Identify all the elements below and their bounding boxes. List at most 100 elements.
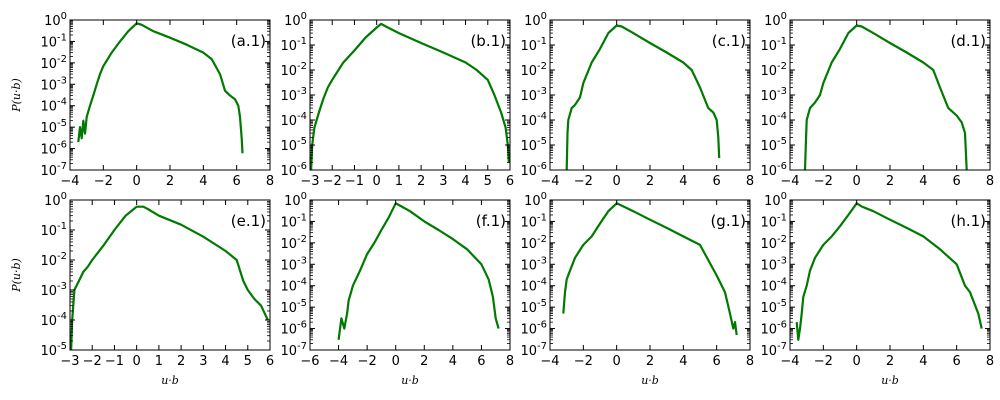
y-tick-label: 10-4 xyxy=(280,111,307,129)
x-tick-label: −2 xyxy=(574,174,593,189)
x-axis-title: u·b xyxy=(401,374,419,387)
panel-label: (b.1) xyxy=(470,32,506,50)
y-tick-label: 100 xyxy=(284,191,307,209)
x-tick-label: 4 xyxy=(919,174,927,189)
x-tick-label: 2 xyxy=(420,354,428,369)
x-tick-label: 3 xyxy=(199,354,207,369)
y-tick-label: 10-1 xyxy=(520,212,547,230)
series-line xyxy=(77,22,244,154)
x-tick-label: 6 xyxy=(266,354,274,369)
y-tick-label: 100 xyxy=(764,191,787,209)
y-tick-label: 10-3 xyxy=(40,281,67,299)
x-tick-label: −2 xyxy=(814,354,833,369)
y-tick-label: 10-3 xyxy=(520,255,547,273)
x-tick-label: 8 xyxy=(746,354,754,369)
x-tick-label: 4 xyxy=(461,174,469,189)
panel-4: −4 −2 0 2 4 6 8 10-6 10-5 10-4 10-3 10-2 10-1 100 (d.1… xyxy=(760,11,994,189)
panel-5: −3 −2 −1 0 1 2 3 4 5 6 10-5 10-4 10-3 10-2 10-1 100 (e.1… xyxy=(10,191,274,387)
y-tick-label: 10-4 xyxy=(760,277,787,295)
y-tick-label: 10-7 xyxy=(280,341,307,359)
x-tick-label: 0 xyxy=(373,174,381,189)
x-tick-label: 2 xyxy=(886,354,894,369)
panel-7: −4 −2 0 2 4 6 8 10-7 10-6 10-5 10-4 10-3 10-2 10-1 100… xyxy=(520,191,754,387)
y-tick-label: 10-1 xyxy=(280,36,307,54)
x-tick-label: 8 xyxy=(266,174,274,189)
x-tick-label: 0 xyxy=(392,354,400,369)
x-tick-label: 1 xyxy=(155,354,163,369)
x-tick-label: 6 xyxy=(953,174,961,189)
x-axis-title: u·b xyxy=(161,374,179,387)
y-tick-label: 10-2 xyxy=(520,234,547,252)
panel-label: (h.1) xyxy=(950,212,986,230)
x-tick-label: −1 xyxy=(105,354,124,369)
y-tick-label: 100 xyxy=(524,11,547,29)
x-tick-label: −1 xyxy=(345,174,364,189)
x-tick-label: 4 xyxy=(221,354,229,369)
x-tick-label: 4 xyxy=(679,174,687,189)
y-tick-label: 10-4 xyxy=(40,311,67,329)
x-tick-label: 8 xyxy=(986,354,994,369)
y-tick-label: 10-2 xyxy=(520,61,547,79)
x-tick-label: 6 xyxy=(713,354,721,369)
y-tick-label: 10-6 xyxy=(280,161,307,179)
x-tick-label: 4 xyxy=(919,354,927,369)
y-tick-label: 10-4 xyxy=(280,277,307,295)
y-tick-label: 100 xyxy=(764,11,787,29)
y-tick-label: 10-5 xyxy=(760,298,787,316)
x-tick-label: 2 xyxy=(646,174,654,189)
y-tick-label: 10-7 xyxy=(520,341,547,359)
panel-3: −4 −2 0 2 4 6 8 10-6 10-5 10-4 10-3 10-2 10-1 100 (c.1… xyxy=(520,11,754,189)
panel-label: (e.1) xyxy=(231,212,266,230)
y-tick-label: 10-5 xyxy=(40,341,67,359)
series-line xyxy=(565,24,721,170)
y-tick-label: 10-2 xyxy=(760,234,787,252)
y-tick-label: 10-4 xyxy=(760,111,787,129)
y-tick-label: 10-2 xyxy=(40,54,67,72)
x-tick-label: 5 xyxy=(244,354,252,369)
panel-8: −4 −2 0 2 4 6 8 10-7 10-6 10-5 10-4 10-3 10-2 10-1 100… xyxy=(760,191,994,387)
y-tick-label: 10-1 xyxy=(760,212,787,230)
y-tick-label: 10-3 xyxy=(520,86,547,104)
y-tick-label: 10-2 xyxy=(40,251,67,269)
x-tick-label: −4 xyxy=(329,354,348,369)
y-axis-title: P(u·b) xyxy=(10,258,23,293)
y-tick-label: 10-5 xyxy=(280,298,307,316)
panel-label: (g.1) xyxy=(710,212,746,230)
panel-label: (a.1) xyxy=(231,32,266,50)
x-tick-label: −2 xyxy=(323,174,342,189)
y-tick-label: 10-6 xyxy=(520,161,547,179)
panel-label: (f.1) xyxy=(476,212,506,230)
x-tick-label: 6 xyxy=(713,174,721,189)
y-tick-label: 10-3 xyxy=(40,75,67,93)
y-tick-label: 10-1 xyxy=(40,32,67,50)
y-tick-label: 10-5 xyxy=(760,136,787,154)
y-tick-label: 10-4 xyxy=(520,277,547,295)
x-tick-label: 5 xyxy=(484,174,492,189)
y-tick-label: 10-6 xyxy=(40,140,67,158)
y-tick-label: 10-3 xyxy=(760,255,787,273)
x-tick-label: 6 xyxy=(953,354,961,369)
x-tick-label: 2 xyxy=(886,174,894,189)
x-tick-label: −3 xyxy=(300,174,319,189)
x-tick-label: 4 xyxy=(199,174,207,189)
x-tick-label: 8 xyxy=(986,174,994,189)
x-tick-label: −3 xyxy=(60,354,79,369)
series-line xyxy=(562,202,738,336)
x-tick-label: 6 xyxy=(506,174,514,189)
y-tick-label: 10-4 xyxy=(40,97,67,115)
x-tick-label: 6 xyxy=(477,354,485,369)
x-tick-label: 2 xyxy=(166,174,174,189)
x-tick-label: 2 xyxy=(417,174,425,189)
y-tick-label: 10-5 xyxy=(520,298,547,316)
panel-label: (c.1) xyxy=(712,32,746,50)
series-line xyxy=(803,24,968,170)
y-tick-label: 10-3 xyxy=(760,86,787,104)
x-tick-label: 2 xyxy=(646,354,654,369)
y-tick-label: 10-6 xyxy=(760,161,787,179)
y-tick-label: 10-5 xyxy=(40,118,67,136)
y-tick-label: 10-2 xyxy=(280,61,307,79)
y-tick-label: 100 xyxy=(524,191,547,209)
y-tick-label: 10-1 xyxy=(280,212,307,230)
x-tick-label: −2 xyxy=(83,354,102,369)
x-tick-label: 0 xyxy=(853,174,861,189)
